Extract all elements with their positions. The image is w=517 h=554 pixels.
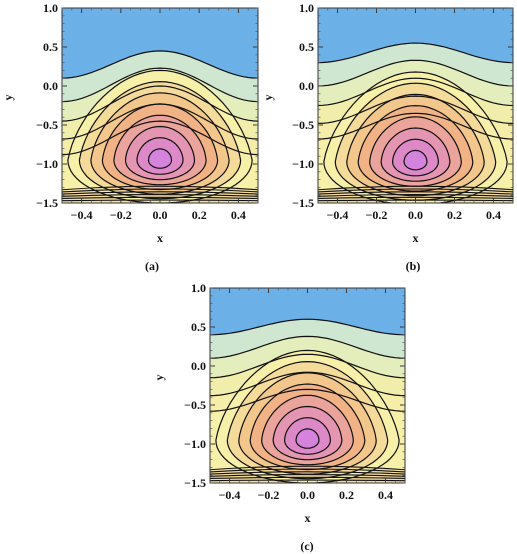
y-tick-label: 1.0 xyxy=(299,1,314,15)
vortex-contour xyxy=(403,149,428,171)
y-tick-label: −1.0 xyxy=(36,157,58,171)
y-tick-label: −0.5 xyxy=(292,118,314,132)
y-tick-label: −1.0 xyxy=(292,157,314,171)
x-tick-label: 0.4 xyxy=(378,488,393,502)
contour-plot xyxy=(318,8,513,203)
contour-plot xyxy=(62,8,258,203)
contour-band xyxy=(318,43,513,86)
contour-band xyxy=(318,60,513,106)
y-tick-label: 0.5 xyxy=(191,320,206,334)
x-tick-label: 0.2 xyxy=(339,488,354,502)
contour-plot xyxy=(210,288,405,483)
contour-line xyxy=(62,67,258,103)
panel-caption: (c) xyxy=(300,539,313,553)
y-tick-label: −1.5 xyxy=(36,196,58,210)
contour-line xyxy=(318,59,513,87)
contour-line xyxy=(62,85,258,122)
contour-line xyxy=(62,103,258,140)
contour-line xyxy=(62,188,258,193)
contour-line xyxy=(62,120,258,156)
panel-caption: (b) xyxy=(406,259,421,273)
x-tick-label: 0.2 xyxy=(192,208,207,222)
x-tick-label: −0.2 xyxy=(366,208,388,222)
panel-b: −0.4 −0.2 0.0 0.2 0.4 1.0 0.5 0.0 −0.5 −1.0 −1.5 x y… xyxy=(261,1,514,273)
x-tick-label: −0.4 xyxy=(327,208,349,222)
contour-line xyxy=(318,77,513,107)
contour-line xyxy=(210,371,405,397)
contour-line xyxy=(318,191,513,195)
y-axis-label: y xyxy=(1,95,15,101)
y-tick-label: 1.0 xyxy=(191,281,206,295)
contour-line xyxy=(210,468,405,473)
y-tick-label: 0.0 xyxy=(191,359,206,373)
x-tick-label: −0.2 xyxy=(110,208,132,222)
panel-c: −0.4 −0.2 0.0 0.2 0.4 1.0 0.5 0.0 −0.5 −1.0 −1.5 x y… xyxy=(152,281,406,553)
panel-caption: (a) xyxy=(145,259,159,273)
top-region xyxy=(210,288,405,335)
y-tick-label: 0.5 xyxy=(43,40,58,54)
contour-line xyxy=(210,318,405,336)
contour-line xyxy=(62,50,258,79)
y-tick-label: 0.5 xyxy=(299,40,314,54)
y-tick-label: −1.0 xyxy=(184,437,206,451)
x-tick-label: 0.2 xyxy=(447,208,462,222)
contour-line xyxy=(62,196,258,200)
contour-line xyxy=(210,476,405,480)
contour-line xyxy=(210,473,405,477)
top-region xyxy=(318,8,513,63)
contour-line xyxy=(62,191,258,195)
y-tick-label: 1.0 xyxy=(43,1,58,15)
contour-line xyxy=(62,185,258,191)
contour-line xyxy=(318,95,513,124)
contour-band xyxy=(210,319,405,359)
y-tick-label: −1.5 xyxy=(292,196,314,210)
x-tick-label: 0.0 xyxy=(300,488,315,502)
contour-line xyxy=(210,335,405,359)
x-tick-label: 0.4 xyxy=(486,208,501,222)
contour-line xyxy=(318,193,513,197)
y-tick-label: −0.5 xyxy=(184,398,206,412)
contour-line xyxy=(210,471,405,475)
contour-band xyxy=(62,50,258,102)
x-tick-label: 0.4 xyxy=(231,208,246,222)
y-tick-label: −0.5 xyxy=(36,118,58,132)
x-tick-label: 0.0 xyxy=(153,208,168,222)
y-axis-label: y xyxy=(261,95,275,101)
x-tick-label: 0.0 xyxy=(408,208,423,222)
x-tick-label: −0.4 xyxy=(71,208,93,222)
contour-line xyxy=(210,465,405,471)
contour-line xyxy=(318,42,513,64)
top-region xyxy=(62,8,258,79)
contour-line xyxy=(318,188,513,193)
x-tick-label: −0.2 xyxy=(258,488,280,502)
contour-line xyxy=(318,196,513,200)
panel-a: −0.4 −0.2 0.0 0.2 0.4 1.0 0.5 0.0 −0.5 −1.0 −1.5 x y… xyxy=(1,1,259,273)
vortex-contour xyxy=(295,428,320,449)
contour-band xyxy=(210,336,405,378)
x-axis-label: x xyxy=(413,231,419,245)
vortex-contour xyxy=(147,148,173,169)
contour-line xyxy=(210,353,405,379)
x-tick-label: −0.4 xyxy=(219,488,241,502)
y-tick-label: −1.5 xyxy=(184,476,206,490)
contour-line xyxy=(318,185,513,191)
x-axis-label: x xyxy=(305,511,311,525)
contour-line xyxy=(318,112,513,140)
contour-line xyxy=(210,388,405,412)
y-axis-label: y xyxy=(152,375,166,381)
contour-line xyxy=(62,193,258,197)
y-tick-label: 0.0 xyxy=(43,79,58,93)
x-axis-label: x xyxy=(157,231,163,245)
y-tick-label: 0.0 xyxy=(299,79,314,93)
